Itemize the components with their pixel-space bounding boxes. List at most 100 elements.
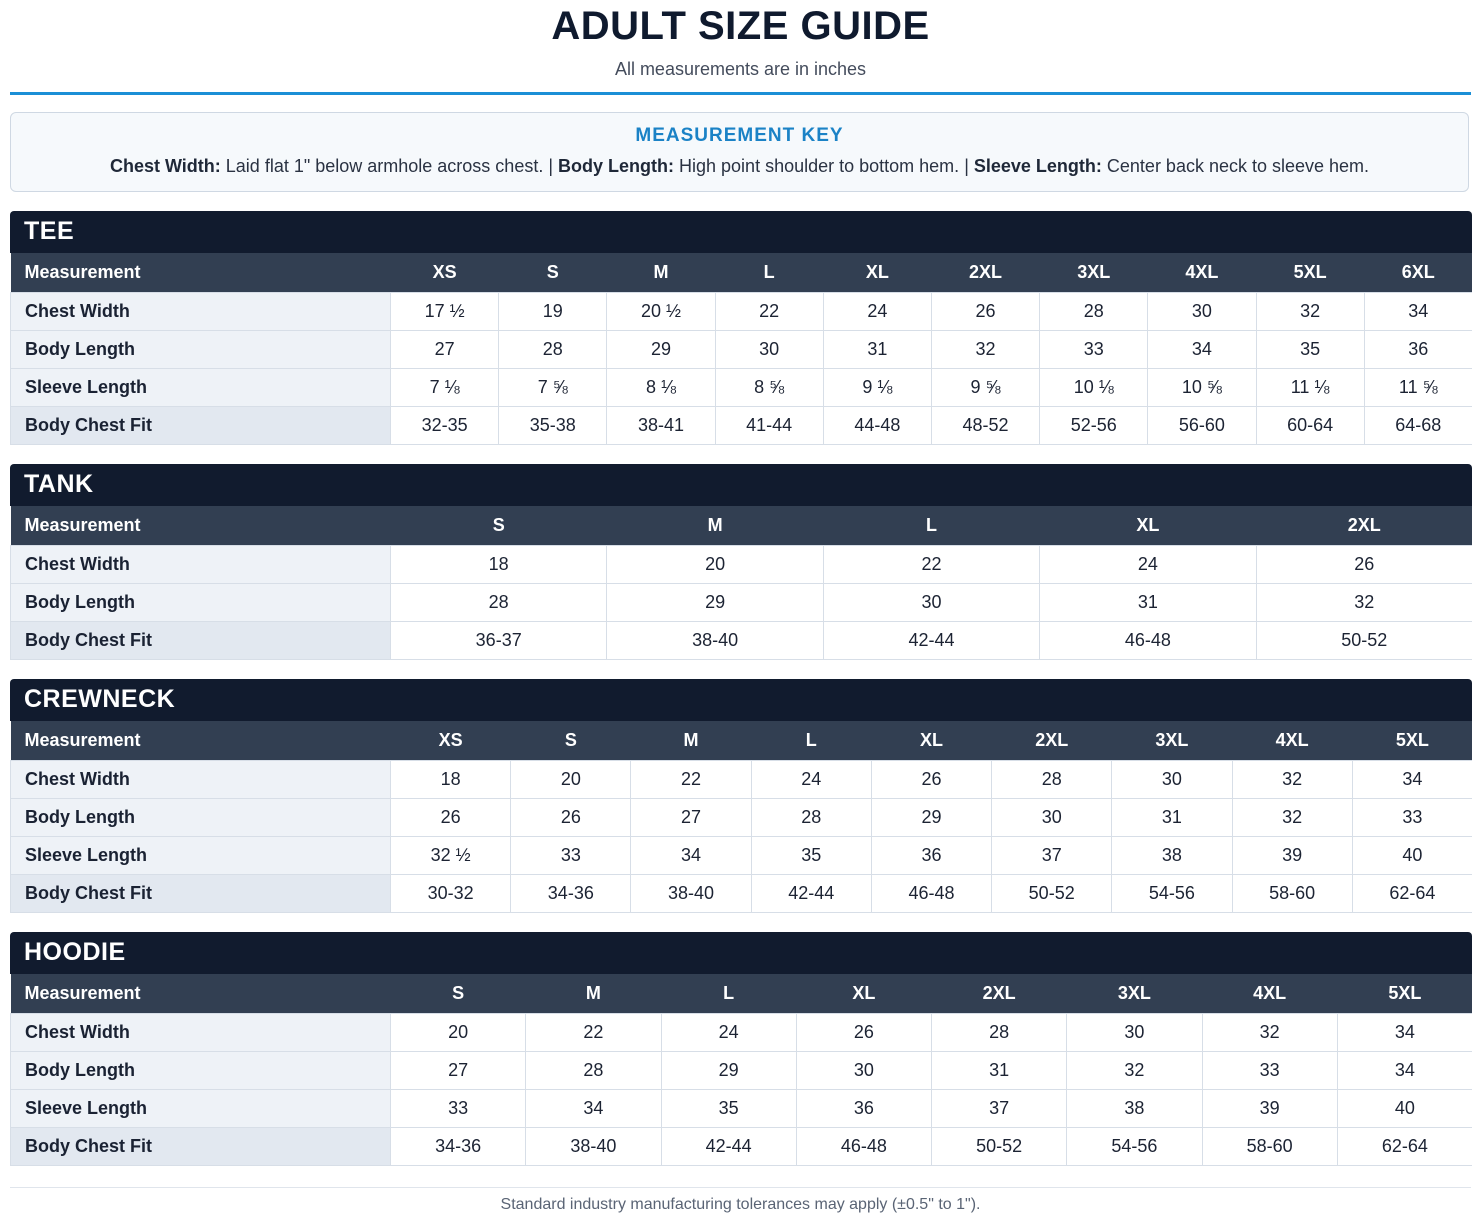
table-cell: 46-48 <box>795 1127 933 1166</box>
crewneck-section-title: CREWNECK <box>10 679 1472 721</box>
size-column-header: 3XL <box>1039 253 1148 293</box>
table-cell: 34-36 <box>510 874 632 913</box>
table-cell: 38 <box>1066 1089 1203 1128</box>
row-label: Chest Width <box>10 1013 391 1052</box>
table-cell: 38-41 <box>606 406 716 445</box>
table-cell: 7 ⅛ <box>389 368 500 407</box>
key-desc-chest: Laid flat 1" below armhole across chest. <box>220 156 544 176</box>
hoodie-size-table: Measurement S M L XL 2XL 3XL 4XL 5XL Chest Width 2… <box>10 974 1472 1166</box>
table-cell: 50-52 <box>1255 621 1472 660</box>
table-cell: 22 <box>525 1013 662 1052</box>
table-cell: 30-32 <box>389 874 512 913</box>
table-cell: 40 <box>1351 836 1472 875</box>
table-cell: 28 <box>389 583 608 622</box>
row-label: Body Chest Fit <box>10 406 391 445</box>
table-cell: 30 <box>991 798 1113 837</box>
size-column-header: XL <box>796 974 932 1014</box>
table-cell: 29 <box>606 330 716 369</box>
table-header-row: Measurement S M L XL 2XL 3XL 4XL 5XL <box>10 974 1472 1014</box>
row-label: Body Chest Fit <box>10 1127 391 1166</box>
size-column-header: XL <box>871 721 992 761</box>
table-cell: 29 <box>660 1051 797 1090</box>
tank-section-title: TANK <box>10 464 1472 506</box>
row-label: Body Length <box>10 330 391 369</box>
row-label: Chest Width <box>10 545 391 584</box>
table-cell: 17 ½ <box>389 292 500 331</box>
size-column-header: M <box>630 721 752 761</box>
measurement-key-text: Chest Width: Laid flat 1" below armhole … <box>11 156 1468 177</box>
table-cell: 30 <box>795 1051 933 1090</box>
table-row: Sleeve Length 33 34 35 36 37 38 39 40 <box>10 1089 1472 1128</box>
size-column-header: M <box>525 974 661 1014</box>
header-divider <box>10 92 1471 95</box>
table-cell: 26 <box>1255 545 1472 584</box>
measurement-key: MEASUREMENT KEY Chest Width: Laid flat 1… <box>10 112 1469 192</box>
table-cell: 37 <box>991 836 1113 875</box>
size-column-header: 6XL <box>1364 253 1472 293</box>
table-cell: 31 <box>930 1051 1068 1090</box>
size-column-header: XS <box>390 721 511 761</box>
table-cell: 30 <box>714 330 824 369</box>
key-term-chest: Chest Width: <box>109 156 221 176</box>
row-label: Body Chest Fit <box>10 874 391 913</box>
key-desc-body: High point shoulder to bottom hem. <box>674 156 960 176</box>
table-cell: 38-40 <box>525 1127 662 1166</box>
size-column-header: 4XL <box>1147 253 1256 293</box>
size-column-header: XL <box>1039 506 1257 546</box>
table-cell: 35 <box>660 1089 797 1128</box>
table-cell: 30 <box>822 583 1041 622</box>
table-cell: 22 <box>822 545 1041 584</box>
table-cell: 19 <box>498 292 608 331</box>
table-cell: 41-44 <box>714 406 824 445</box>
table-cell: 34 <box>1351 760 1472 799</box>
table-cell: 46-48 <box>870 874 993 913</box>
row-label: Body Length <box>10 583 391 622</box>
table-cell: 62-64 <box>1351 874 1472 913</box>
table-cell: 36-37 <box>389 621 608 660</box>
measurement-key-title: MEASUREMENT KEY <box>635 125 844 146</box>
table-cell: 28 <box>498 330 608 369</box>
size-column-header: M <box>606 506 824 546</box>
row-label: Sleeve Length <box>10 368 391 407</box>
size-column-header: 2XL <box>931 974 1067 1014</box>
table-cell: 28 <box>525 1051 662 1090</box>
table-cell: 26 <box>510 798 632 837</box>
table-cell: 38-40 <box>630 874 752 913</box>
table-cell: 52-56 <box>1039 406 1149 445</box>
size-column-header: 2XL <box>1256 506 1472 546</box>
table-cell: 29 <box>606 583 824 622</box>
table-cell: 20 <box>389 1013 527 1052</box>
table-cell: 26 <box>389 798 512 837</box>
table-cell: 24 <box>750 760 872 799</box>
size-column-header: 5XL <box>1352 721 1472 761</box>
hoodie-section: HOODIE Measurement S M L XL 2XL 3XL 4XL 5XL Chest … <box>10 932 1472 1166</box>
table-cell: 32-35 <box>389 406 500 445</box>
table-cell: 27 <box>630 798 752 837</box>
table-cell: 26 <box>795 1013 933 1052</box>
tee-section-title: TEE <box>10 211 1472 253</box>
table-cell: 34 <box>1363 292 1472 331</box>
row-label: Sleeve Length <box>10 836 391 875</box>
table-cell: 28 <box>1039 292 1149 331</box>
table-cell: 20 <box>606 545 824 584</box>
size-column-header: S <box>498 253 607 293</box>
size-column-header: 5XL <box>1337 974 1472 1014</box>
page-title: ADULT SIZE GUIDE <box>551 4 930 48</box>
table-cell: 38-40 <box>606 621 824 660</box>
table-cell: 33 <box>1351 798 1472 837</box>
size-column-header: 4XL <box>1202 974 1338 1014</box>
table-cell: 40 <box>1336 1089 1472 1128</box>
table-header-row: Measurement XS S M L XL 2XL 3XL 4XL 5XL <box>10 721 1472 761</box>
table-cell: 35-38 <box>498 406 608 445</box>
table-cell: 9 ⅝ <box>930 368 1041 407</box>
table-cell: 32 <box>1255 583 1472 622</box>
table-row: Body Length 26 26 27 28 29 30 31 32 33 <box>10 798 1472 837</box>
measurement-column-header: Measurement <box>10 974 391 1014</box>
table-cell: 32 <box>1231 760 1353 799</box>
table-cell: 27 <box>389 1051 527 1090</box>
table-cell: 24 <box>1039 545 1257 584</box>
table-cell: 30 <box>1147 292 1257 331</box>
table-cell: 34 <box>1336 1051 1472 1090</box>
footer-divider <box>10 1187 1471 1188</box>
size-column-header: 2XL <box>931 253 1040 293</box>
